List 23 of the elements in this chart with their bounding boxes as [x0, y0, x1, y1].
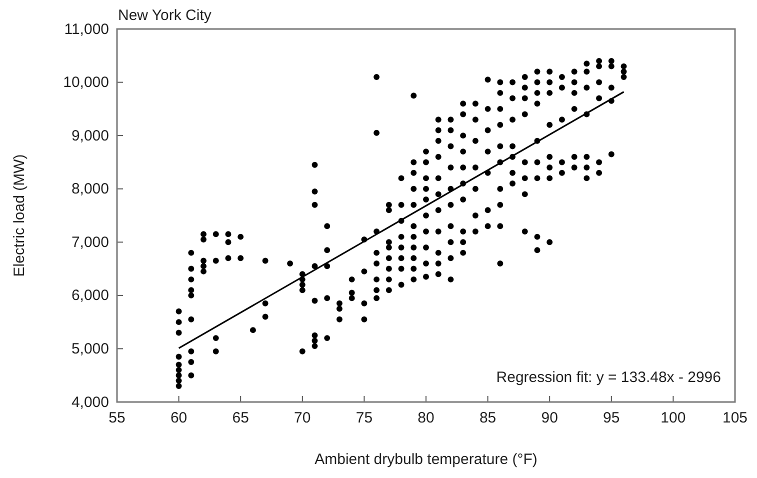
x-tick-label: 65 — [232, 410, 249, 427]
y-tick-label: 6,000 — [71, 287, 109, 304]
x-tick-label: 55 — [108, 410, 126, 427]
annotation: Regression fit: y = 133.48x - 2996 — [496, 369, 721, 386]
x-tick-label: 60 — [170, 410, 188, 427]
y-tick-label: 7,000 — [71, 234, 109, 251]
y-tick-label: 4,000 — [71, 394, 109, 411]
x-tick-label: 100 — [660, 410, 686, 427]
x-tick-label: 95 — [603, 410, 620, 427]
x-tick-label: 105 — [722, 410, 748, 427]
y-tick-label: 10,000 — [63, 74, 109, 92]
y-axis-title: Electric load (MW) — [11, 154, 28, 277]
y-tick-label: 5,000 — [71, 340, 109, 358]
x-tick-label: 90 — [541, 410, 558, 427]
y-tick-label: 9,000 — [71, 127, 109, 144]
y-tick-label: 8,000 — [71, 180, 109, 198]
x-tick-label: 85 — [479, 410, 496, 427]
x-tick-label: 70 — [294, 410, 311, 427]
x-tick-label: 80 — [418, 410, 434, 427]
x-tick-label: 75 — [356, 410, 373, 427]
y-tick-label: 11,000 — [64, 20, 109, 38]
chart-title: New York City — [118, 7, 212, 24]
x-axis-title: Ambient drybulb temperature (°F) — [314, 451, 538, 468]
